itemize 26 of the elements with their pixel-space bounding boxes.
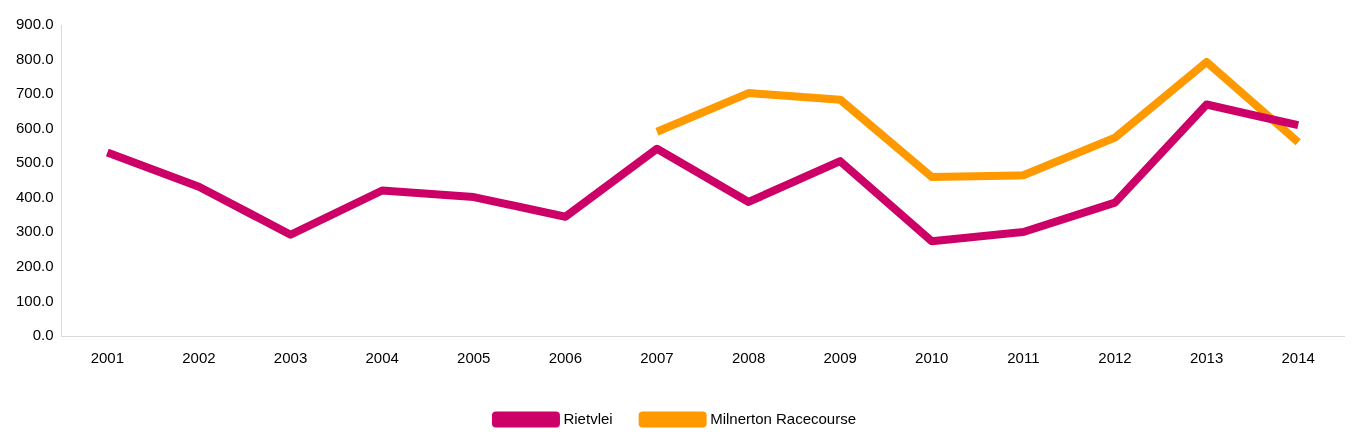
x-tick-label: 2001 [90, 349, 125, 367]
y-tick-label: 300.0 [15, 222, 54, 240]
x-tick-label: 2003 [273, 349, 308, 367]
x-tick-label: 2002 [182, 349, 216, 367]
x-tick-label: 2011 [1007, 349, 1040, 367]
y-tick-label: 0.0 [32, 326, 54, 344]
y-tick-label: 400.0 [15, 187, 54, 205]
x-tick-label: 2013 [1189, 349, 1224, 367]
x-tick-label: 2004 [365, 349, 399, 367]
legend-label: Milnerton Racecourse [710, 409, 857, 427]
x-tick-label: 2007 [640, 349, 674, 367]
x-tick-label: 2005 [457, 349, 491, 367]
x-tick-label: 2010 [915, 349, 949, 367]
y-tick-label: 500.0 [15, 153, 54, 171]
x-tick-label: 2012 [1098, 349, 1132, 367]
y-tick-label: 200.0 [15, 257, 54, 275]
x-tick-label: 2009 [823, 349, 857, 367]
x-tick-label: 2014 [1281, 349, 1315, 367]
x-tick-label: 2006 [548, 349, 583, 367]
y-tick-label: 600.0 [15, 118, 54, 136]
legend-label: Rietvlei [563, 409, 613, 427]
y-tick-label: 900.0 [15, 15, 54, 33]
y-tick-label: 800.0 [15, 49, 54, 67]
x-tick-label: 2008 [731, 349, 766, 367]
y-tick-label: 100.0 [15, 291, 54, 309]
y-tick-label: 700.0 [15, 84, 54, 102]
